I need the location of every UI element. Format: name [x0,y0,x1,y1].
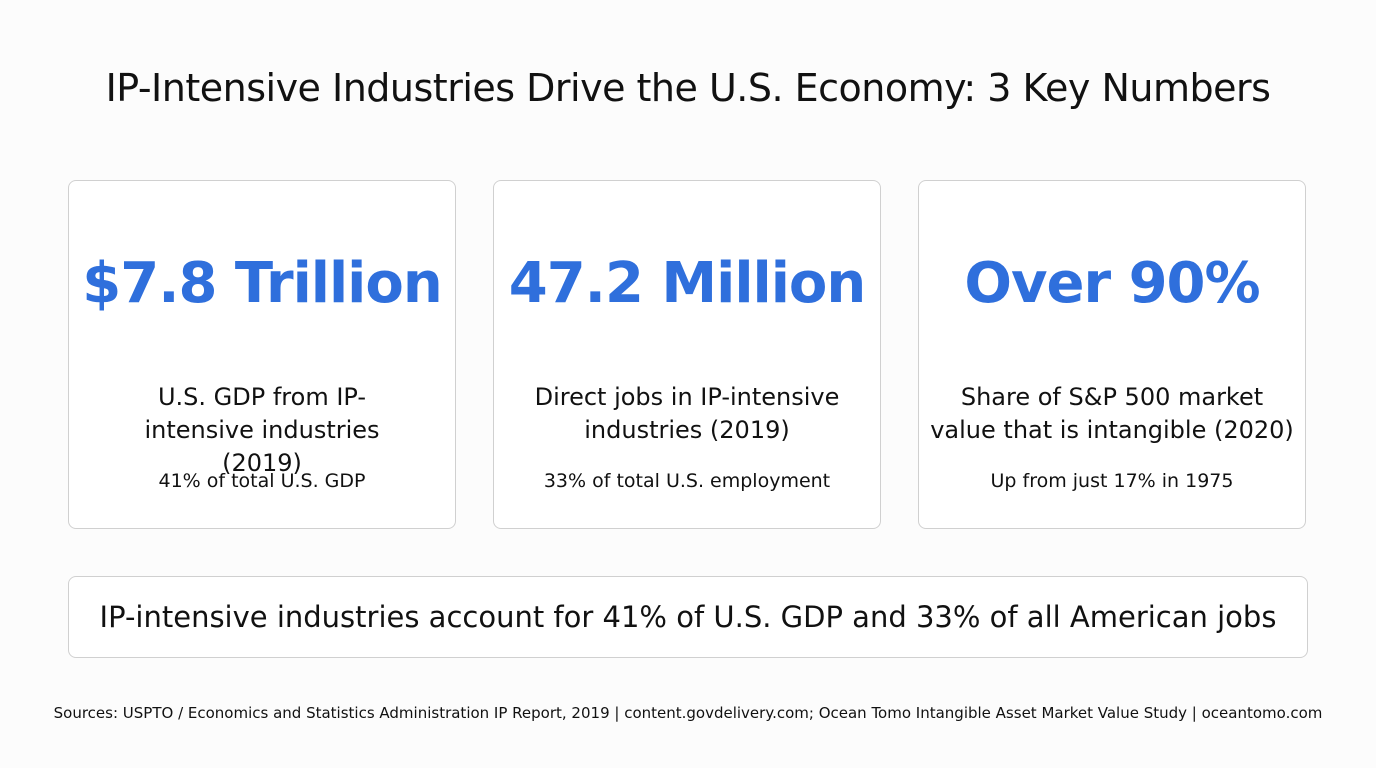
stat-description: Share of S&P 500 market value that is in… [930,383,1294,444]
stat-card: $7.8 Trillion U.S. GDP from IP-intensive… [68,180,456,529]
summary-box: IP-intensive industries account for 41% … [68,576,1308,658]
stat-note: 33% of total U.S. employment [543,470,831,492]
stat-value: 47.2 Million [508,251,867,316]
stat-value: $7.8 Trillion [82,251,442,316]
stat-value: Over 90% [964,251,1260,316]
stat-note: 41% of total U.S. GDP [158,470,366,492]
stat-card: Over 90% Share of S&P 500 market value t… [918,180,1306,529]
sources: Sources: USPTO / Economics and Statistic… [53,704,1323,722]
summary-text: IP-intensive industries account for 41% … [99,600,1277,634]
title: IP-Intensive Industries Drive the U.S. E… [105,66,1271,110]
stat-description: U.S. GDP from IP-intensive industries (2… [144,383,380,477]
stat-card: 47.2 Million Direct jobs in IP-intensive… [493,180,881,529]
stat-note: Up from just 17% in 1975 [990,470,1234,492]
stat-description: Direct jobs in IP-intensive industries (… [534,383,840,444]
